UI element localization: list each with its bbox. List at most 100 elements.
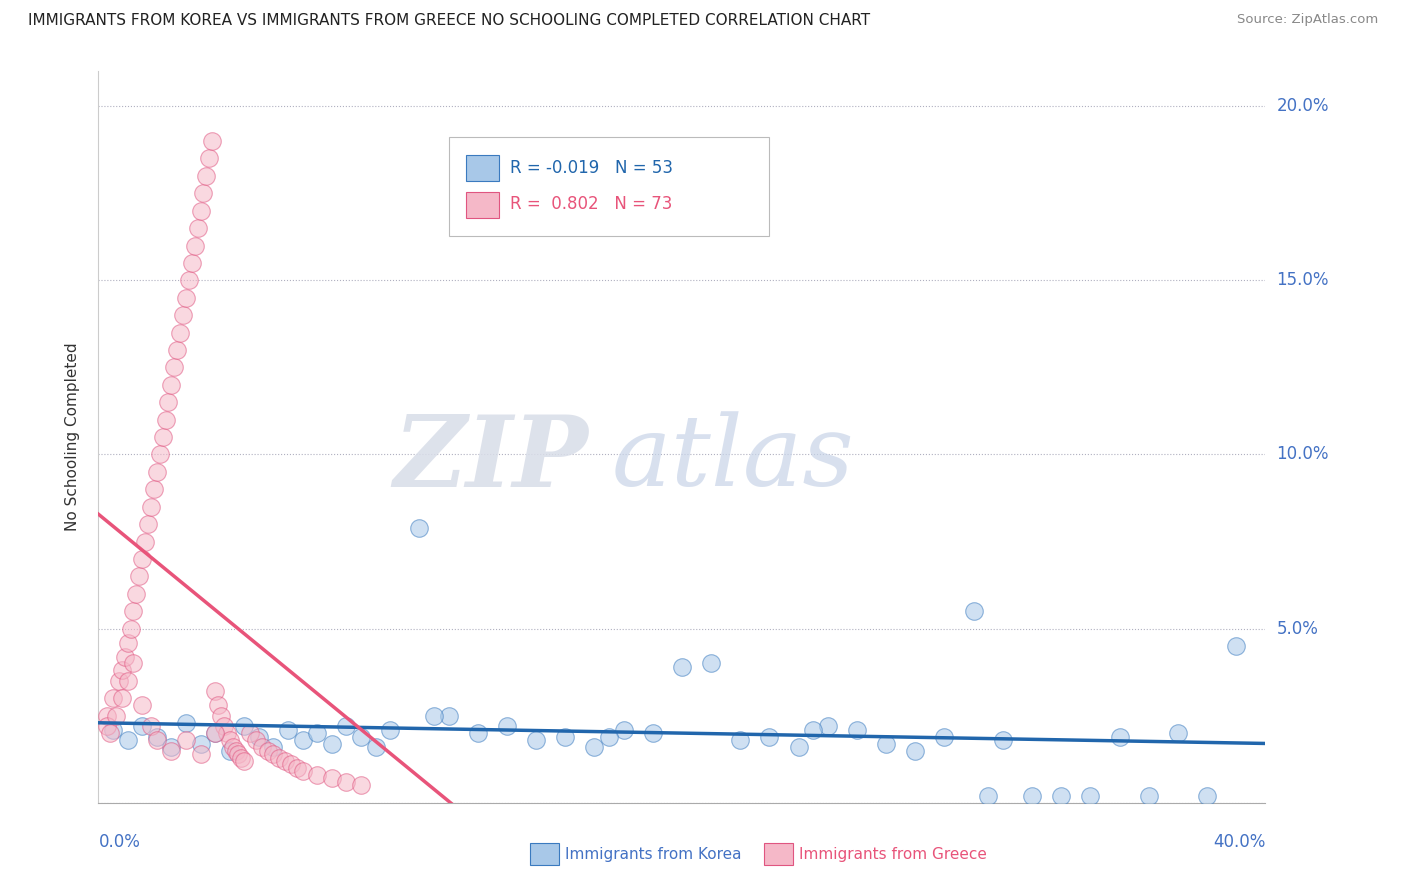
- Point: [169, 326, 191, 340]
- Point: [1167, 726, 1189, 740]
- Point: [190, 737, 212, 751]
- Point: [139, 500, 162, 514]
- Y-axis label: No Schooling Completed: No Schooling Completed: [65, 343, 80, 532]
- Point: [166, 343, 188, 357]
- Point: [291, 764, 314, 779]
- Text: 5.0%: 5.0%: [1277, 620, 1319, 638]
- Point: [209, 708, 232, 723]
- Point: [274, 754, 297, 768]
- Point: [190, 203, 212, 218]
- Point: [1080, 789, 1102, 803]
- Point: [146, 730, 169, 744]
- Point: [231, 750, 253, 764]
- Point: [437, 708, 460, 723]
- Point: [160, 743, 183, 757]
- Point: [321, 737, 343, 751]
- Text: 10.0%: 10.0%: [1277, 445, 1329, 464]
- Text: Source: ZipAtlas.com: Source: ZipAtlas.com: [1237, 13, 1378, 27]
- Point: [423, 708, 446, 723]
- Point: [174, 715, 197, 730]
- Point: [262, 740, 284, 755]
- Point: [183, 238, 205, 252]
- Point: [583, 740, 606, 755]
- Point: [467, 726, 489, 740]
- Point: [350, 730, 373, 744]
- Point: [1050, 789, 1073, 803]
- Point: [160, 377, 183, 392]
- FancyBboxPatch shape: [449, 137, 769, 235]
- Point: [875, 737, 897, 751]
- Point: [204, 684, 226, 698]
- Text: 20.0%: 20.0%: [1277, 97, 1329, 115]
- Text: Immigrants from Greece: Immigrants from Greece: [799, 847, 987, 862]
- Point: [280, 757, 302, 772]
- Point: [122, 604, 145, 618]
- Point: [598, 730, 620, 744]
- Point: [111, 691, 134, 706]
- Point: [612, 723, 634, 737]
- Point: [101, 691, 124, 706]
- Point: [125, 587, 148, 601]
- Point: [187, 221, 209, 235]
- Point: [233, 754, 256, 768]
- Point: [155, 412, 177, 426]
- Text: 40.0%: 40.0%: [1213, 833, 1265, 851]
- Point: [207, 698, 229, 713]
- FancyBboxPatch shape: [465, 192, 499, 218]
- Point: [108, 673, 131, 688]
- Point: [134, 534, 156, 549]
- Point: [101, 723, 124, 737]
- Point: [730, 733, 752, 747]
- Point: [350, 778, 373, 792]
- Point: [269, 750, 291, 764]
- Point: [524, 733, 547, 747]
- Point: [991, 733, 1014, 747]
- Point: [128, 569, 150, 583]
- Point: [215, 726, 238, 740]
- Text: IMMIGRANTS FROM KOREA VS IMMIGRANTS FROM GREECE NO SCHOOLING COMPLETED CORRELATI: IMMIGRANTS FROM KOREA VS IMMIGRANTS FROM…: [28, 13, 870, 29]
- Point: [496, 719, 519, 733]
- Point: [174, 733, 197, 747]
- Point: [225, 743, 247, 757]
- Point: [700, 657, 723, 671]
- Point: [204, 726, 226, 740]
- Point: [250, 740, 273, 755]
- Point: [204, 726, 226, 740]
- Point: [131, 698, 153, 713]
- FancyBboxPatch shape: [530, 843, 560, 865]
- Point: [1137, 789, 1160, 803]
- Text: ZIP: ZIP: [394, 411, 589, 508]
- Text: R =  0.802   N = 73: R = 0.802 N = 73: [510, 195, 672, 213]
- Point: [380, 723, 402, 737]
- Point: [120, 622, 142, 636]
- Point: [758, 730, 780, 744]
- FancyBboxPatch shape: [465, 155, 499, 181]
- Point: [291, 733, 314, 747]
- Point: [96, 708, 118, 723]
- Point: [174, 291, 197, 305]
- Point: [335, 719, 357, 733]
- Point: [201, 134, 224, 148]
- Point: [801, 723, 824, 737]
- Point: [117, 673, 139, 688]
- Point: [117, 733, 139, 747]
- Point: [256, 743, 278, 757]
- Point: [233, 719, 256, 733]
- Point: [111, 664, 134, 678]
- Point: [163, 360, 186, 375]
- Point: [277, 723, 299, 737]
- Point: [221, 740, 243, 755]
- Text: Immigrants from Korea: Immigrants from Korea: [565, 847, 742, 862]
- Point: [157, 395, 180, 409]
- Point: [218, 743, 240, 757]
- Point: [1195, 789, 1218, 803]
- Point: [817, 719, 839, 733]
- Point: [977, 789, 1000, 803]
- Point: [247, 730, 270, 744]
- Point: [195, 169, 218, 183]
- Point: [1108, 730, 1130, 744]
- Point: [96, 719, 118, 733]
- Point: [172, 308, 194, 322]
- Point: [117, 635, 139, 649]
- Text: atlas: atlas: [612, 411, 855, 507]
